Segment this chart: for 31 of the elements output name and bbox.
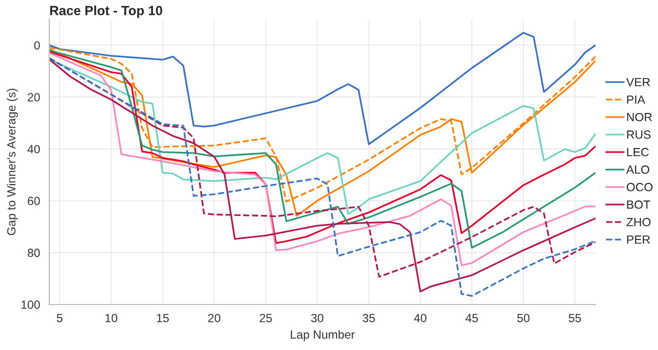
x-tick-label: 50 — [517, 314, 530, 322]
legend-label: BOT — [627, 200, 650, 209]
y-axis-title: Gap to Winner's Average (s) — [6, 88, 18, 236]
legend-label: ZHO — [626, 218, 651, 226]
x-tick-label: 25 — [260, 314, 272, 322]
line-series — [49, 32, 596, 146]
legend-label: LEC — [627, 148, 649, 156]
legend-label: OCO — [626, 182, 653, 192]
legend-label: VER — [626, 78, 650, 86]
legend-label: NOR — [627, 112, 652, 122]
y-tick-label: 100 — [22, 300, 40, 309]
x-tick-label: 10 — [106, 314, 118, 322]
chart-title: Race Plot - Top 10 — [50, 6, 162, 18]
y-tick-label: 60 — [28, 196, 40, 206]
x-tick-label: 5 — [56, 314, 62, 322]
x-tick-label: 45 — [466, 314, 478, 322]
legend-label: PER — [627, 236, 650, 244]
legend-label: ALO — [626, 165, 650, 174]
x-tick-label: 40 — [414, 314, 426, 322]
x-axis-title: Lap Number — [290, 330, 355, 342]
x-tick-label: 30 — [311, 314, 324, 322]
y-tick-label: 80 — [28, 248, 40, 258]
x-tick-label: 15 — [157, 314, 169, 322]
legend-label: RUS — [627, 130, 651, 139]
y-tick-label: 0 — [34, 41, 40, 50]
x-tick-label: 20 — [208, 314, 220, 322]
y-tick-label: 20 — [28, 93, 40, 102]
y-tick-label: 40 — [27, 144, 40, 154]
legend-label: PIA — [627, 96, 646, 104]
x-tick-label: 55 — [568, 314, 581, 322]
x-tick-label: 35 — [362, 314, 375, 322]
